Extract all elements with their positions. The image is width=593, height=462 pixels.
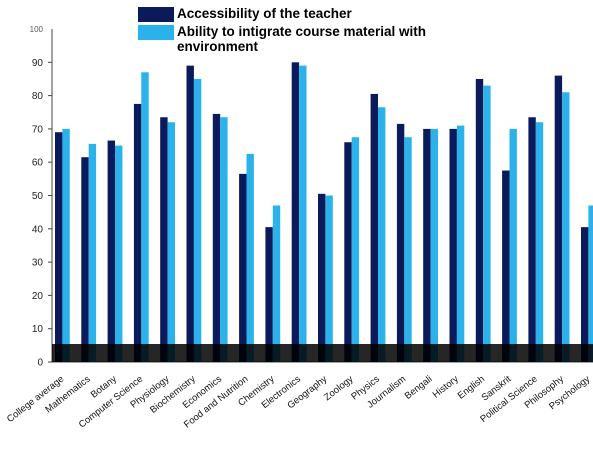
x-tick-label: Bengali — [403, 374, 435, 402]
bar-integration-12 — [378, 107, 386, 362]
chart-bars — [52, 62, 593, 363]
y-tick-label: 70 — [32, 124, 44, 135]
bar-integration-13 — [404, 137, 412, 362]
y-tick-label: 60 — [32, 158, 44, 169]
bar-accessibility-1 — [81, 157, 89, 362]
bar-integration-5 — [193, 78, 202, 362]
y-tick-label-top: 100 — [30, 25, 44, 34]
bar-accessibility-19 — [554, 75, 563, 363]
x-tick-label: History — [431, 374, 461, 401]
y-tick-label: 10 — [32, 324, 44, 335]
bar-accessibility-16 — [475, 78, 484, 362]
bar-integration-3 — [141, 72, 149, 362]
bar-integration-9 — [299, 65, 307, 362]
x-tick-label: Zoology — [322, 374, 356, 404]
bar-integration-18 — [535, 122, 544, 363]
bar-accessibility-9 — [291, 62, 300, 363]
legend-swatch-series-1 — [138, 7, 174, 22]
bar-accessibility-20 — [581, 227, 589, 362]
bar-integration-2 — [115, 145, 123, 362]
bar-accessibility-0 — [55, 132, 63, 362]
chart-legend: Accessibility of the teacher Ability to … — [138, 6, 477, 56]
bar-integration-15 — [456, 125, 465, 362]
y-tick-label: 80 — [32, 91, 44, 102]
legend-label-series-2: Ability to intigrate course material wit… — [177, 24, 427, 54]
y-tick-label: 0 — [37, 358, 43, 369]
bar-integration-20 — [588, 205, 593, 362]
bar-integration-19 — [562, 92, 570, 363]
bar-accessibility-3 — [133, 103, 142, 363]
legend-item-series-2: Ability to intigrate course material wit… — [138, 24, 477, 54]
legend-item-series-1: Accessibility of the teacher — [138, 6, 477, 22]
bar-accessibility-13 — [396, 123, 405, 362]
bar-accessibility-12 — [370, 93, 378, 362]
bar-accessibility-8 — [265, 227, 273, 362]
bar-accessibility-14 — [423, 128, 431, 362]
bar-integration-16 — [483, 85, 491, 363]
bar-accessibility-2 — [107, 140, 115, 362]
bar-integration-0 — [62, 128, 70, 362]
legend-swatch-series-2 — [138, 25, 174, 40]
y-tick-label: 30 — [32, 258, 44, 269]
bar-accessibility-10 — [318, 193, 326, 362]
bar-integration-6 — [220, 117, 228, 363]
legend-label-series-1: Accessibility of the teacher — [177, 6, 352, 21]
bar-integration-7 — [246, 153, 254, 362]
bar-integration-4 — [167, 122, 175, 363]
y-tick-label: 20 — [32, 291, 44, 302]
bar-integration-8 — [272, 205, 281, 362]
bar-accessibility-5 — [186, 65, 194, 362]
y-tick-label: 50 — [32, 191, 44, 202]
y-tick-label: 90 — [32, 58, 44, 69]
bar-accessibility-11 — [344, 142, 352, 362]
x-tick-labels: College averageMathematicsBotanyComputer… — [5, 373, 592, 430]
bar-accessibility-18 — [528, 117, 536, 363]
bar-integration-14 — [430, 128, 438, 362]
bar-accessibility-17 — [502, 170, 510, 362]
y-tick-label: 40 — [32, 224, 44, 235]
bar-accessibility-4 — [160, 117, 168, 363]
bar-base-band — [52, 344, 593, 362]
bar-integration-17 — [509, 128, 517, 362]
bar-integration-11 — [351, 137, 360, 362]
bar-accessibility-7 — [239, 173, 247, 362]
bar-accessibility-15 — [449, 128, 457, 362]
bar-accessibility-6 — [212, 113, 221, 362]
bar-integration-1 — [88, 143, 97, 362]
bar-integration-10 — [325, 195, 333, 362]
